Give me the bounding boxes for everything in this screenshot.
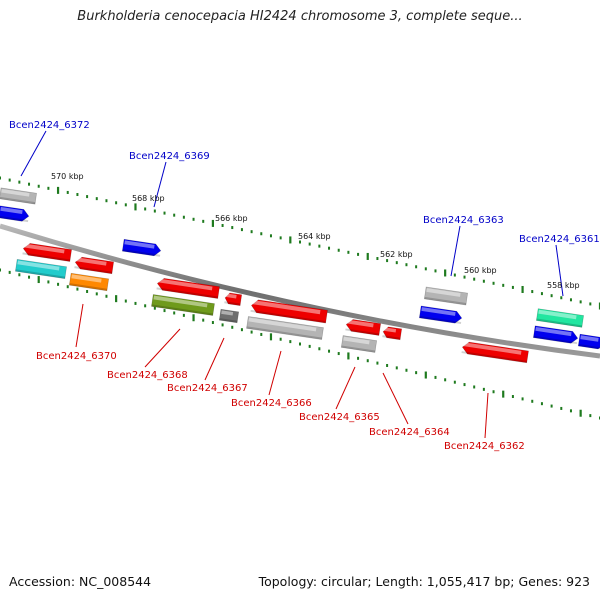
- gene-feature-blue[interactable]: [121, 238, 162, 257]
- gene-feature-orange[interactable]: [68, 272, 110, 292]
- gene-label-reverse[interactable]: Bcen2424_6370: [36, 351, 117, 362]
- gene-feature-red[interactable]: [382, 326, 403, 341]
- gene-feature-red[interactable]: [224, 292, 243, 306]
- gene-label-forward[interactable]: Bcen2424_6372: [9, 120, 90, 131]
- gene-feature-blue[interactable]: [577, 333, 600, 350]
- scale-label: 558 kbp: [547, 281, 580, 290]
- gene-label-reverse[interactable]: Bcen2424_6364: [369, 427, 450, 438]
- gene-features: [0, 187, 600, 364]
- gene-feature-red[interactable]: [250, 299, 328, 324]
- gene-label-reverse[interactable]: Bcen2424_6366: [231, 398, 312, 409]
- leader-line-reverse: [335, 366, 356, 410]
- leader-line-forward: [20, 130, 47, 177]
- inner-scale-ticks: [0, 268, 600, 420]
- scale-label: 562 kbp: [380, 250, 413, 259]
- gene-feature-red[interactable]: [22, 243, 72, 262]
- outer-scale-ticks: [0, 176, 600, 310]
- leader-line-forward: [555, 244, 564, 297]
- gene-feature-red[interactable]: [461, 341, 529, 364]
- gene-feature-grey[interactable]: [0, 187, 37, 205]
- leader-line-reverse: [75, 303, 84, 348]
- gene-label-reverse[interactable]: Bcen2424_6362: [444, 441, 525, 452]
- gene-feature-red[interactable]: [156, 277, 220, 299]
- gene-feature-blue[interactable]: [533, 325, 579, 345]
- gene-label-reverse[interactable]: Bcen2424_6365: [299, 412, 380, 423]
- gene-feature-grey[interactable]: [424, 286, 468, 306]
- gene-feature-red[interactable]: [74, 256, 115, 275]
- gene-label-reverse[interactable]: Bcen2424_6367: [167, 383, 248, 394]
- leader-line-forward: [450, 225, 461, 277]
- gene-label-forward[interactable]: Bcen2424_6369: [129, 151, 210, 162]
- leader-line-reverse: [268, 350, 282, 396]
- scale-label: 568 kbp: [132, 194, 165, 203]
- leader-line-forward: [153, 161, 167, 208]
- accession-text: Accession: NC_008544: [9, 574, 152, 589]
- gene-feature-teal[interactable]: [536, 308, 584, 328]
- gene-feature-grey[interactable]: [340, 335, 378, 353]
- leader-line-reverse: [484, 392, 489, 439]
- scale-label: 570 kbp: [51, 172, 84, 181]
- label-leader-lines: [20, 130, 564, 439]
- scale-label: 566 kbp: [215, 214, 248, 223]
- gene-feature-olive[interactable]: [151, 294, 215, 316]
- gene-feature-blue[interactable]: [0, 205, 30, 223]
- gene-label-forward[interactable]: Bcen2424_6363: [423, 215, 504, 226]
- labels-layer: 570 kbp 568 kbp 566 kbp 564 kbp 562 kbp …: [9, 120, 600, 452]
- gene-feature-grey[interactable]: [246, 316, 324, 340]
- map-title: Burkholderia cenocepacia HI2424 chromoso…: [77, 9, 523, 24]
- gene-feature-darkgrey[interactable]: [218, 308, 240, 324]
- genome-summary-text: Topology: circular; Length: 1,055,417 bp…: [258, 574, 590, 589]
- gene-label-forward[interactable]: Bcen2424_6361: [519, 234, 600, 245]
- leader-line-reverse: [204, 337, 225, 381]
- scale-label: 560 kbp: [464, 266, 497, 275]
- gene-feature-blue[interactable]: [419, 305, 463, 325]
- gene-label-reverse[interactable]: Bcen2424_6368: [107, 370, 188, 381]
- scale-label: 564 kbp: [298, 232, 331, 241]
- chromosome-backbone: [0, 223, 600, 359]
- gene-feature-red[interactable]: [345, 319, 382, 336]
- leader-line-reverse: [144, 328, 181, 368]
- leader-line-reverse: [382, 372, 409, 425]
- gene-feature-cyan[interactable]: [15, 259, 67, 279]
